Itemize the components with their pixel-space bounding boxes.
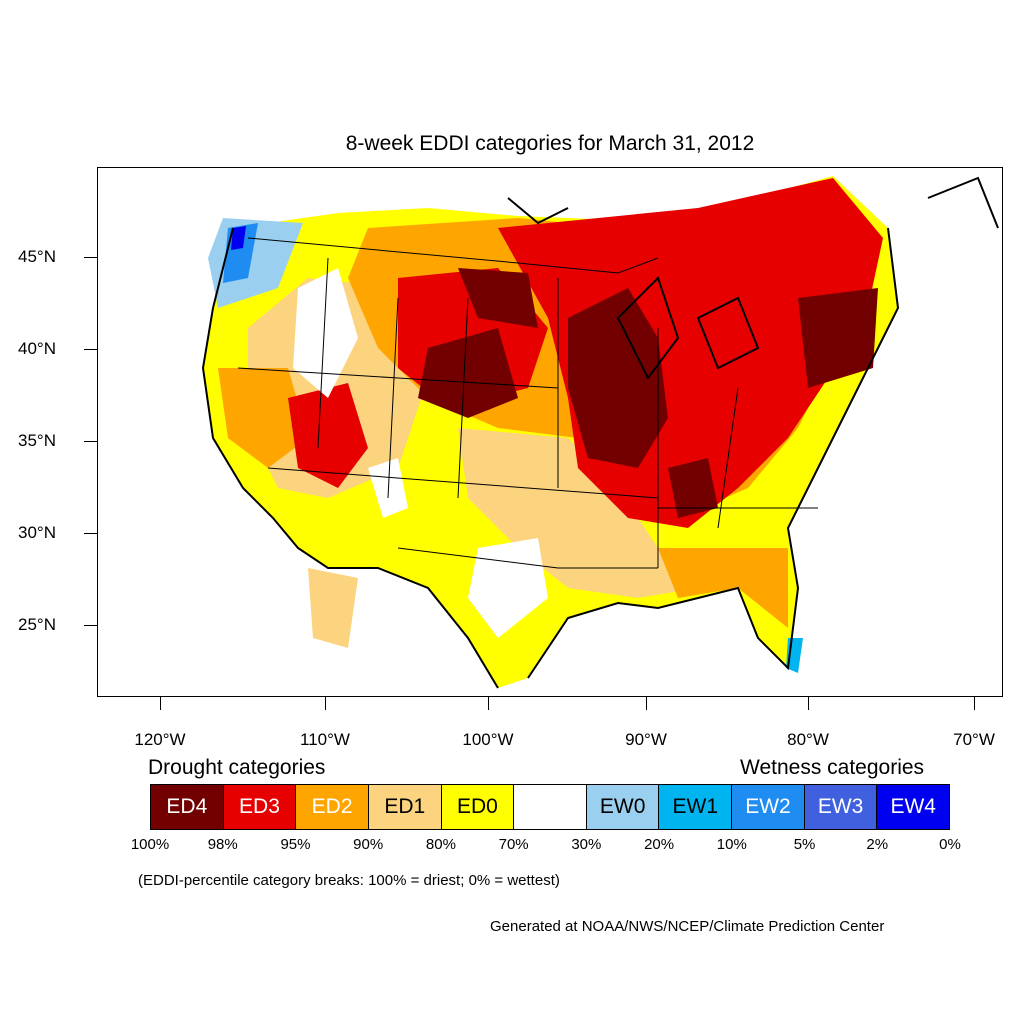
legend-swatch-normal — [514, 785, 587, 829]
lon-label-120: 120°W — [134, 730, 186, 749]
eddi-map — [201, 176, 999, 689]
legend-swatch-ew3: EW3 — [804, 785, 878, 829]
lat-tick — [84, 257, 97, 258]
lat-tick — [84, 533, 97, 534]
break-label: 0% — [939, 836, 961, 853]
lon-tick — [325, 697, 326, 710]
normal-regions — [268, 268, 548, 678]
lat-label-30: 30°N — [18, 523, 56, 542]
ed4-regions — [418, 268, 878, 518]
break-label: 30% — [571, 836, 602, 853]
lat-label-45: 45°N — [18, 247, 56, 266]
break-label: 5% — [793, 836, 816, 853]
lon-tick — [488, 697, 489, 710]
break-label: 10% — [716, 836, 747, 853]
lat-tick — [84, 625, 97, 626]
break-label: 95% — [280, 836, 311, 853]
coastlines — [201, 176, 999, 689]
wet-regions-nw-max — [231, 226, 246, 250]
lat-tick — [84, 441, 97, 442]
ed1-regions — [248, 278, 698, 648]
lon-label-90: 90°W — [625, 730, 667, 749]
drought-categories-heading: Drought categories — [148, 756, 326, 779]
lat-label-25: 25°N — [18, 615, 56, 634]
lon-tick — [974, 697, 975, 710]
legend-swatch-ed2: ED2 — [296, 785, 369, 829]
legend-swatch-ed1: ED1 — [368, 785, 442, 829]
boundaries — [237, 237, 818, 569]
category-note: (EDDI-percentile category breaks: 100% =… — [138, 872, 560, 889]
break-label: 80% — [425, 836, 456, 853]
lat-tick — [84, 349, 97, 350]
legend-swatch-ew4: EW4 — [877, 785, 950, 829]
legend-swatch-ew0: EW0 — [586, 785, 660, 829]
legend-swatch-ed3: ED3 — [223, 785, 297, 829]
wetness-categories-heading: Wetness categories — [740, 756, 925, 779]
break-label: 2% — [866, 836, 889, 853]
break-label: 100% — [130, 836, 170, 853]
lon-label-80: 80°W — [787, 730, 829, 749]
legend-swatch-ew2: EW2 — [732, 785, 805, 829]
map-title: 8-week EDDI categories for March 31, 201… — [345, 132, 755, 155]
legend-color-bar: ED4 ED3 ED2 ED1 ED0 EW0 EW1 EW2 EW3 EW4 — [150, 784, 950, 830]
break-label: 20% — [644, 836, 675, 853]
legend-swatch-ew1: EW1 — [659, 785, 733, 829]
lon-label-100: 100°W — [462, 730, 514, 749]
map-area — [97, 167, 1003, 697]
credit-line: Generated at NOAA/NWS/NCEP/Climate Predi… — [490, 918, 885, 935]
lon-label-110: 110°W — [300, 730, 350, 749]
break-label: 70% — [498, 836, 529, 853]
legend-swatch-ed4: ED4 — [151, 785, 224, 829]
break-label: 90% — [353, 836, 384, 853]
lon-tick — [808, 697, 809, 710]
lon-tick — [160, 697, 161, 710]
lat-label-40: 40°N — [18, 339, 56, 358]
lon-tick — [646, 697, 647, 710]
lon-label-70: 70°W — [953, 730, 995, 749]
lat-label-35: 35°N — [18, 431, 56, 450]
break-label: 98% — [207, 836, 238, 853]
legend-swatch-ed0: ED0 — [441, 785, 515, 829]
